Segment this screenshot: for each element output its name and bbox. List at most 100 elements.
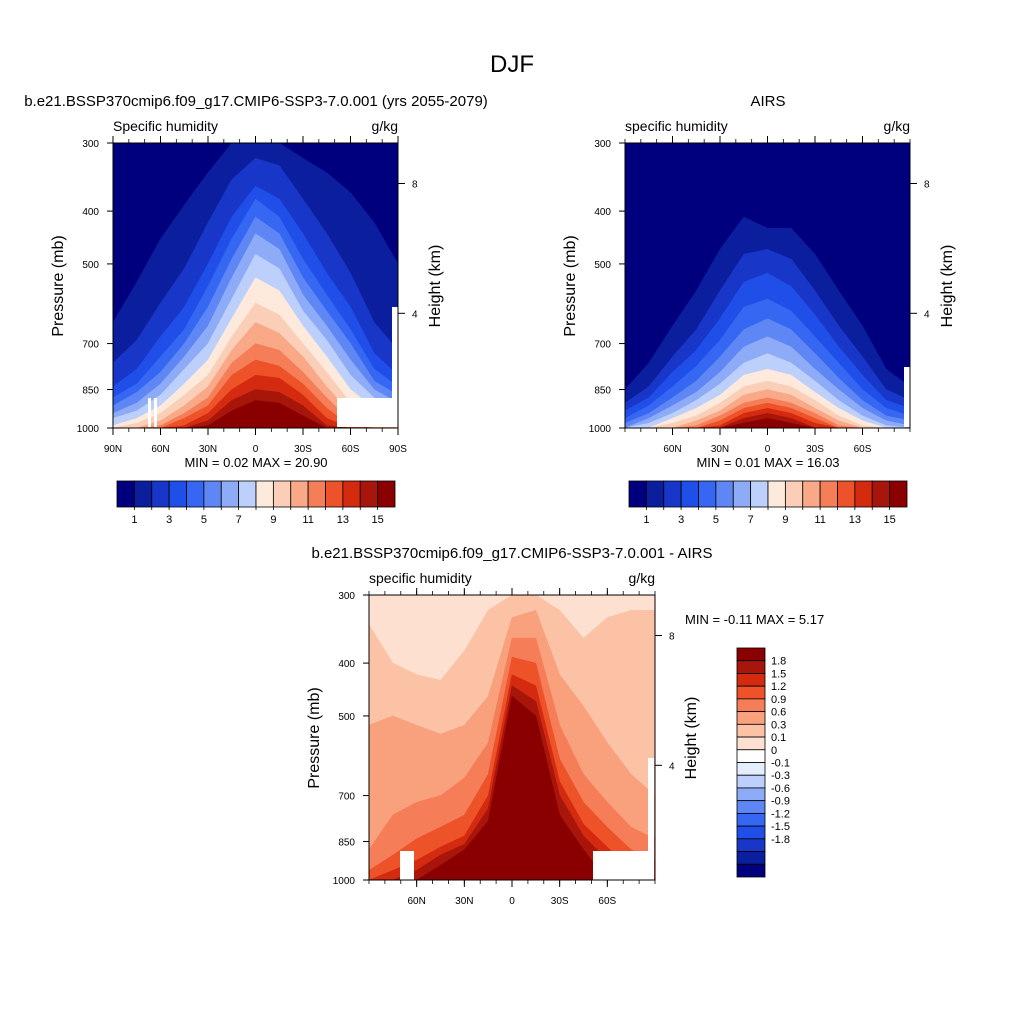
units-label: g/kg [629,570,655,586]
y-tick-label: 400 [594,207,611,218]
x-tick-label: 60N [407,896,425,907]
y-tick-label: 300 [594,139,611,150]
colorbar-swatch [698,480,717,508]
colorbar-swatch [307,480,326,508]
colorbar-swatch [784,480,804,508]
stats-text: MIN = 0.01 MAX = 16.03 [696,455,839,470]
colorbar-swatch [255,480,274,508]
x-tick-label: 30S [806,444,824,455]
colorbar-label: -0.9 [771,796,790,808]
panel-model: b.e21.BSSP370cmip6.f09_g17.CMIP6-SSP3-7.… [24,93,488,526]
colorbar-label: 11 [814,514,825,526]
colorbar-label: 5 [713,514,719,526]
colorbar-swatch [680,480,699,508]
colorbar-swatch [802,480,821,508]
y2-tick-label: 4 [924,309,930,320]
colorbar-swatch [168,480,187,508]
y2-tick-label: 4 [669,761,675,772]
colorbar-swatch [116,480,135,508]
colorbar-swatch [736,851,766,865]
x-tick-label: 30S [551,896,569,907]
missing-data-area [648,758,654,880]
y-tick-label: 500 [82,260,99,271]
colorbar-label: -0.6 [771,783,790,795]
colorbar-swatch [359,480,379,508]
figure-title: DJF [490,51,534,78]
colorbar-swatch [736,787,766,802]
colorbar-swatch [290,480,309,508]
units-label: g/kg [884,118,910,134]
y-tick-label: 1000 [333,876,356,887]
colorbar-label: 1 [643,514,649,526]
x-tick-label: 30N [711,444,729,455]
x-tick-label: 0 [253,444,259,455]
x-tick-label: 30N [455,896,473,907]
colorbar-swatch [342,480,361,508]
colorbar-label: 0.1 [771,732,786,744]
colorbar-swatch [837,480,856,508]
colorbar-swatch [151,480,170,508]
stats-text: MIN = -0.11 MAX = 5.17 [685,612,824,627]
colorbar-label: 1.2 [771,681,786,693]
colorbar-swatch [272,480,292,508]
x-tick-label: 60N [663,444,681,455]
colorbar-label: 11 [302,514,313,526]
y2-axis-label: Height (km) [683,697,700,780]
colorbar-swatch [736,749,766,763]
y2-tick-label: 8 [412,180,418,191]
x-tick-label: 0 [509,896,515,907]
contour-plot: 60N 30N 0 30S 60S 300 400 500 700 850 1000 8 4 [333,588,675,907]
colorbar-label: -0.1 [771,758,790,770]
colorbar-label: 13 [849,514,861,526]
colorbar: 1 3 5 7 9 11 13 15 [628,480,908,526]
colorbar-swatch [736,698,766,713]
colorbar-swatch [238,480,257,508]
colorbar-label: 1.8 [771,656,786,668]
panel-airs: AIRS specific humidity g/kg Pressure (mb… [562,93,956,526]
missing-data-area [148,398,151,427]
colorbar-swatch [819,480,838,508]
y-tick-label: 400 [338,659,355,670]
y-tick-label: 850 [338,838,355,849]
y-tick-label: 850 [82,386,99,397]
colorbar-swatch [133,480,153,508]
colorbar-swatch [325,480,344,508]
colorbar-label: 3 [166,514,172,526]
colorbar-swatch [736,647,766,662]
colorbar-label: -1.8 [771,834,790,846]
y-tick-label: 500 [594,260,611,271]
colorbar-swatch [736,863,766,878]
colorbar-swatch [736,825,766,840]
colorbar: 1 3 5 7 9 11 13 15 [116,480,396,526]
panel-title: b.e21.BSSP370cmip6.f09_g17.CMIP6-SSP3-7.… [24,93,488,110]
colorbar-swatch [871,480,891,508]
colorbar-label: 1 [131,514,137,526]
colorbar-swatch [628,480,647,508]
colorbar-swatch [377,480,396,508]
units-label: g/kg [372,118,398,134]
panel-title: AIRS [750,93,785,110]
y-tick-label: 300 [82,139,99,150]
colorbar-swatch [220,480,240,508]
colorbar-label: -0.3 [771,770,790,782]
colorbar-swatch [663,480,682,508]
field-label: specific humidity [625,118,728,134]
colorbar-swatch [767,480,786,508]
colorbar-label: 9 [782,514,788,526]
contour-band [369,695,655,880]
panel-title: b.e21.BSSP370cmip6.f09_g17.CMIP6-SSP3-7.… [311,545,712,562]
missing-data-area [904,367,910,427]
colorbar-swatch [732,480,752,508]
y-tick-label: 700 [82,340,99,351]
x-tick-label: 90N [104,444,122,455]
colorbar: 1.81.51.20.90.60.30.10-0.1-0.3-0.6-0.9-1… [736,647,790,878]
contour-band [113,400,398,428]
colorbar-label: -1.2 [771,808,790,820]
colorbar-label: 15 [372,514,384,526]
contour-plot: 90N 60N 30N 0 30S 60S 90S 300 400 500 700 850 1000 8 4 [77,136,418,455]
y-tick-label: 700 [338,792,355,803]
colorbar-label: 7 [236,514,242,526]
missing-data-area [337,398,397,427]
colorbar-swatch [736,723,766,738]
colorbar-swatch [854,480,873,508]
